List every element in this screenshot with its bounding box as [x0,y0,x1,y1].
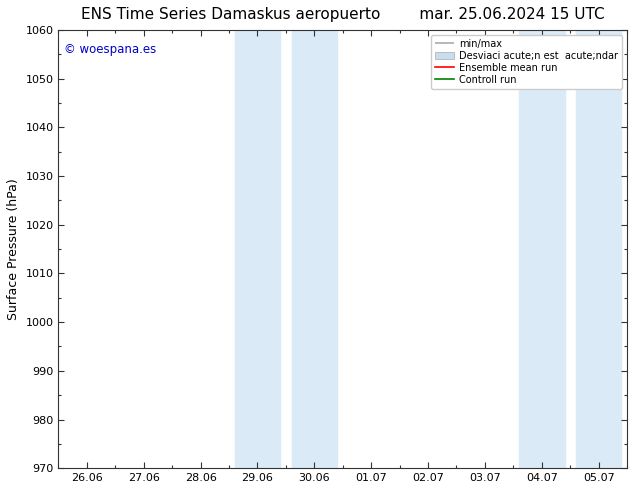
Legend: min/max, Desviaci acute;n est  acute;ndar, Ensemble mean run, Controll run: min/max, Desviaci acute;n est acute;ndar… [431,35,622,89]
Bar [292,30,337,468]
Title: ENS Time Series Damaskus aeropuerto        mar. 25.06.2024 15 UTC: ENS Time Series Damaskus aeropuerto mar.… [81,7,605,22]
Bar [235,30,280,468]
Text: © woespana.es: © woespana.es [64,43,157,56]
Bar [519,30,564,468]
Y-axis label: Surface Pressure (hPa): Surface Pressure (hPa) [7,178,20,320]
Bar [576,30,621,468]
